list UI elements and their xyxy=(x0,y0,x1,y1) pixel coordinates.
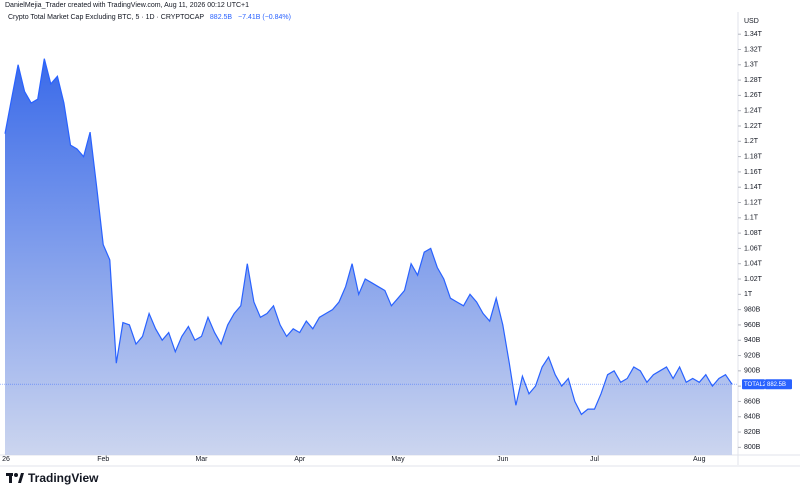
last-value-bg xyxy=(765,379,792,390)
y-tick-label: 1.04T xyxy=(744,261,763,268)
y-tick-label: 1.28T xyxy=(744,77,763,84)
change: −7.41B (−0.84%) xyxy=(238,14,291,21)
y-tick-label: 900B xyxy=(744,368,761,375)
credit: DanielMejia_Trader created with TradingV… xyxy=(5,2,250,9)
y-tick-label: 980B xyxy=(744,306,761,313)
y-tick-label: 1.08T xyxy=(744,230,763,237)
logo-icon xyxy=(6,473,24,483)
chart-title: Crypto Total Market Cap Excluding BTC, 5… xyxy=(8,14,204,21)
y-tick-label: 1.16T xyxy=(744,169,763,176)
y-tick-label: 1.26T xyxy=(744,92,763,99)
y-tick-label: 860B xyxy=(744,398,761,405)
y-tick-label: 1.06T xyxy=(744,245,763,252)
x-tick-label: 26 xyxy=(2,456,10,463)
y-tick-label: 1.1T xyxy=(744,215,759,222)
y-tick-label: 920B xyxy=(744,352,761,359)
last-value-tag: 882.5B xyxy=(767,382,786,388)
x-tick-label: Aug xyxy=(693,456,706,463)
logo: TradingView xyxy=(6,471,98,485)
y-tick-label: 1.18T xyxy=(744,153,763,160)
y-tick-label: 1.32T xyxy=(744,46,763,53)
y-tick-label: 1.22T xyxy=(744,123,763,130)
x-tick-label: Jul xyxy=(590,456,599,463)
area-fill xyxy=(5,58,732,455)
y-tick-label: 960B xyxy=(744,322,761,329)
y-tick-label: 1T xyxy=(744,291,753,298)
y-tick-label: 1.14T xyxy=(744,184,763,191)
x-tick-label: Jun xyxy=(497,456,508,463)
series-tag-bg xyxy=(742,379,765,390)
y-tick-label: 940B xyxy=(744,337,761,344)
y-tick-label: 1.24T xyxy=(744,108,763,115)
last-value: 882.5B xyxy=(209,14,233,21)
x-tick-label: May xyxy=(391,456,405,463)
y-tick-label: 1.02T xyxy=(744,276,763,283)
x-tick-label: Feb xyxy=(97,456,109,463)
legend: Crypto Total Market Cap Excluding BTC, 5… xyxy=(8,14,291,21)
y-tick-label: 1.12T xyxy=(744,199,763,206)
y-tick-label: 820B xyxy=(744,429,761,436)
logo-text: TradingView xyxy=(28,471,99,485)
y-tick-label: 1.34T xyxy=(744,31,763,38)
y-tick-label: 1.3T xyxy=(744,62,759,69)
series-tag: TOTAL2 xyxy=(744,382,767,388)
y-tick-label: 1.2T xyxy=(744,138,759,145)
y-tick-label: 800B xyxy=(744,444,761,451)
x-tick-label: Apr xyxy=(294,456,306,463)
y-unit: USD xyxy=(744,18,759,25)
x-tick-label: Mar xyxy=(195,456,208,463)
y-tick-label: 840B xyxy=(744,414,761,421)
area-line xyxy=(4,58,733,416)
